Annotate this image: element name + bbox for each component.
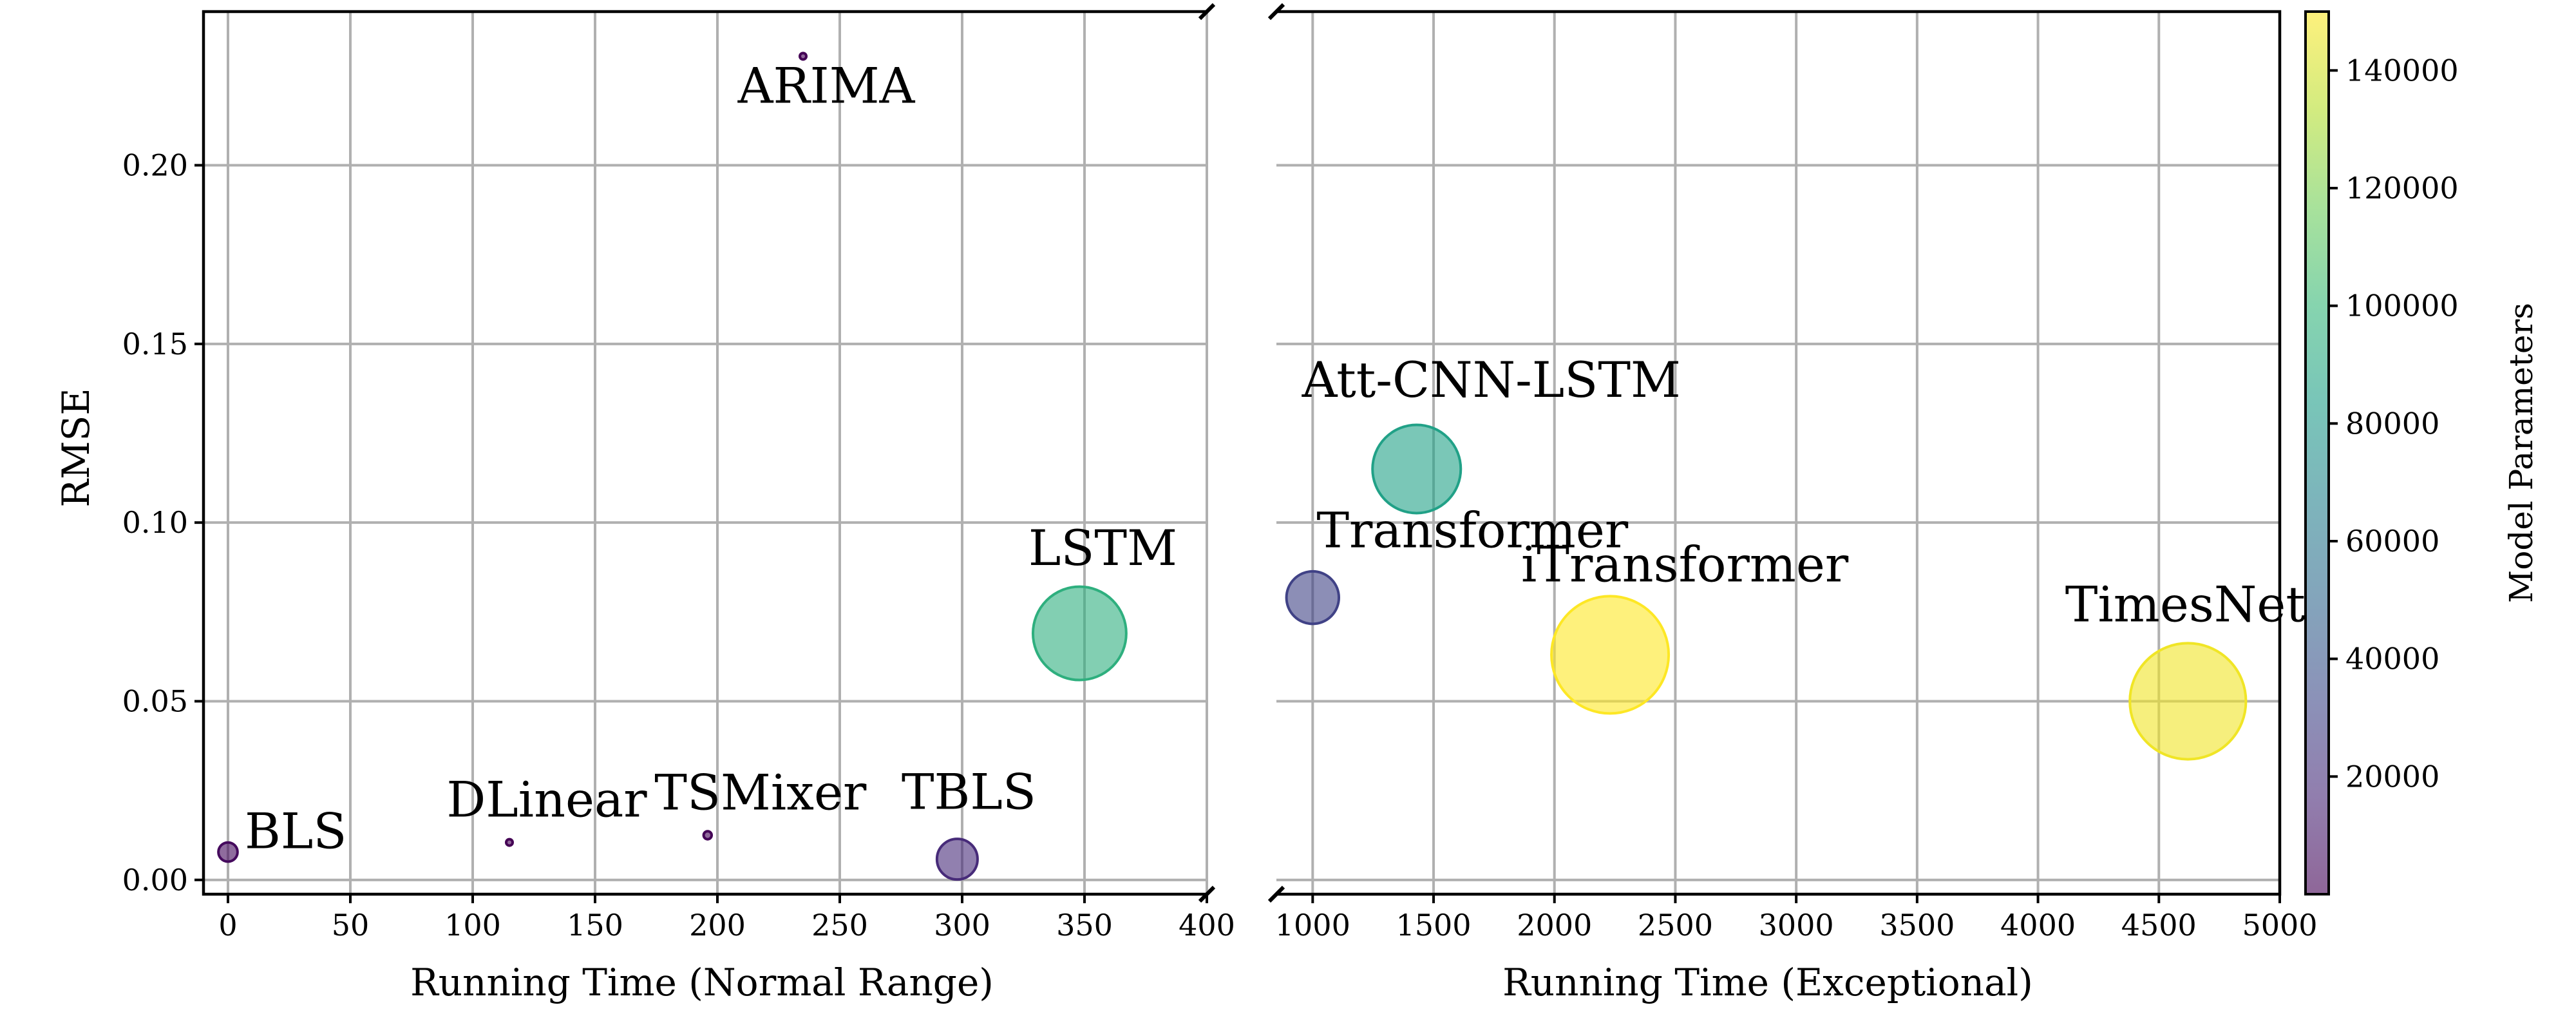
y-tick-label: 0.20 (122, 148, 188, 183)
x-tick-label: 1000 (1275, 908, 1350, 943)
point-label-arima: ARIMA (737, 57, 916, 114)
x-tick-label: 400 (1179, 908, 1235, 943)
colorbar: 20000 40000 60000 80000 100000 120000 140000 M… (2304, 10, 2540, 895)
x-tick-label: 300 (934, 908, 990, 943)
points-layer (217, 52, 2248, 881)
bubble-transformer (1285, 570, 1341, 626)
x-tick-label: 100 (444, 908, 501, 943)
right-panel-frame (1276, 10, 2282, 896)
bubble-arima (799, 52, 808, 61)
point-label-transformer: Transformer (1316, 502, 1629, 559)
bubble-itransformer (1550, 595, 1671, 715)
y-tick-label: 0.05 (122, 684, 188, 718)
bubble-att-cnn-lstm (1371, 423, 1463, 515)
colorbar-gradient (2304, 10, 2330, 895)
x-tick-label: 2000 (1517, 908, 1592, 943)
y-tick-label: 0.10 (122, 505, 188, 540)
x-axis-label-right: Running Time (Exceptional) (1502, 961, 2033, 1004)
colorbar-tick-label: 20000 (2345, 759, 2439, 794)
x-tick-label: 4500 (2121, 908, 2197, 943)
point-label-lstm: LSTM (1028, 519, 1177, 577)
ticks-layer: 0.00 0.05 0.10 0.15 0.20 0 50 100 150 200 250 300 35… (122, 148, 2318, 943)
y-tick-label: 0.00 (122, 863, 188, 897)
bubble-bls (217, 841, 239, 863)
point-label-bls: BLS (245, 803, 346, 860)
colorbar-tick-label: 140000 (2345, 53, 2459, 88)
colorbar-tick-label: 80000 (2345, 406, 2439, 441)
point-label-dlinear: DLinear (446, 771, 647, 828)
grid-layer (204, 12, 2281, 894)
x-tick-label: 1500 (1396, 908, 1471, 943)
x-tick-label: 5000 (2242, 908, 2317, 943)
point-label-tsmixer: TSMixer (654, 763, 867, 821)
x-tick-label: 4000 (2000, 908, 2076, 943)
bubble-tsmixer (702, 830, 714, 841)
left-panel-frame (202, 10, 1207, 896)
x-tick-label: 350 (1056, 908, 1113, 943)
x-tick-label: 50 (332, 908, 370, 943)
point-label-tbls: TBLS (902, 763, 1036, 821)
colorbar-label: Model Parameters (2503, 303, 2540, 603)
x-tick-label: 0 (218, 908, 237, 943)
y-axis-label: RMSE (54, 388, 98, 507)
axis-break-mark (1267, 885, 1285, 903)
point-label-timesnet: TimesNet (2065, 575, 2306, 633)
frame-layer (202, 3, 2282, 903)
colorbar-ticks: 20000 40000 60000 80000 100000 120000 140000 (2329, 53, 2459, 794)
x-tick-label: 3000 (1759, 908, 1834, 943)
y-tick-label: 0.15 (122, 327, 188, 361)
bubble-dlinear (505, 838, 514, 847)
colorbar-tick-label: 60000 (2345, 524, 2439, 559)
x-tick-label: 250 (811, 908, 868, 943)
x-tick-label: 150 (567, 908, 623, 943)
axis-break-mark (1198, 3, 1216, 21)
colorbar-tick-label: 100000 (2345, 289, 2459, 323)
axis-break-mark (1267, 3, 1285, 21)
x-axis-label-left: Running Time (Normal Range) (410, 961, 994, 1004)
point-label-itransformer: iTransformer (1521, 535, 1849, 593)
point-label-att-cnn-lstm: Att-CNN-LSTM (1302, 351, 1681, 408)
colorbar-tick-label: 40000 (2345, 642, 2439, 676)
bubble-timesnet (2128, 642, 2248, 761)
x-tick-label: 3500 (1879, 908, 1955, 943)
x-tick-label: 2500 (1638, 908, 1713, 943)
bubble-lstm (1031, 585, 1128, 682)
colorbar-tick-label: 120000 (2345, 171, 2459, 206)
labels-layer: BLS DLinear TSMixer ARIMA TBLS LSTM Transforme… (245, 57, 2306, 859)
bubble-tbls (935, 838, 979, 881)
x-tick-label: 200 (689, 908, 746, 943)
